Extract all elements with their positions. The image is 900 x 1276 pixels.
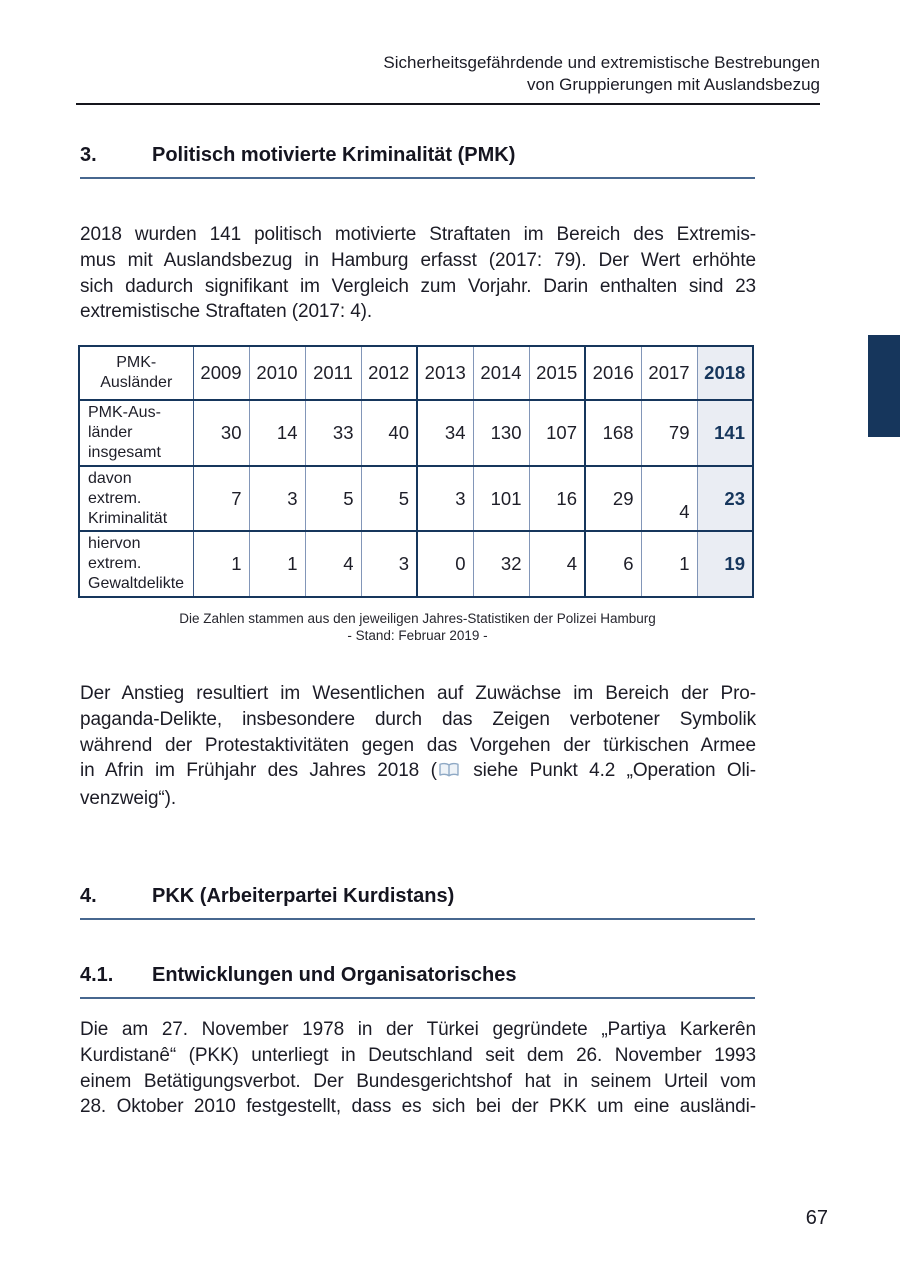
text-line: 2018 wurden 141 politisch motivierte Str… xyxy=(80,224,756,245)
running-header-line2: von Gruppierungen mit Auslandsbezug xyxy=(527,75,820,94)
value-cell: 33 xyxy=(304,399,362,467)
year-header-cell: 2010 xyxy=(248,345,306,401)
text-line: sich dadurch signifikant im Vergleich zu… xyxy=(80,275,756,297)
row-label-cell: hiervon extrem. Gewaltdelikte xyxy=(78,530,194,598)
year-header-cell: 2009 xyxy=(192,345,250,401)
page-number: 67 xyxy=(805,1207,828,1229)
value-cell: 168 xyxy=(584,399,642,467)
year-header-cell: 2017 xyxy=(640,345,698,401)
value-cell: 107 xyxy=(528,399,586,467)
value-cell: 3 xyxy=(360,530,418,598)
section-heading-4-1: 4.1. Entwicklungen und Organisatorisches xyxy=(80,963,755,999)
value-cell: 40 xyxy=(360,399,418,467)
label-line: davon xyxy=(88,469,132,487)
table-row: hiervon extrem. Gewaltdelikte 1 1 4 3 0 … xyxy=(78,530,754,598)
caption-line: - Stand: Februar 2019 - xyxy=(347,628,488,643)
text-line: paganda-Delikte, insbesondere durch das … xyxy=(80,708,756,730)
heading-number: 4. xyxy=(80,885,97,907)
label-line: extrem. xyxy=(88,489,142,507)
year-header-cell: 2015 xyxy=(528,345,586,401)
value-cell-2018: 23 xyxy=(696,465,754,532)
heading-title: Entwicklungen und Organisatorisches xyxy=(152,964,517,986)
heading-number: 3. xyxy=(80,144,97,166)
value-cell: 34 xyxy=(416,399,474,467)
value-cell: 79 xyxy=(640,399,698,467)
label-line: Kriminalität xyxy=(88,509,168,527)
value-cell: 4 xyxy=(640,465,698,532)
text-line: 28. Oktober 2010 festgestellt, dass es s… xyxy=(80,1096,756,1118)
value-cell: 32 xyxy=(472,530,530,598)
table-row: davon extrem. Kriminalität 7 3 5 5 3 101… xyxy=(78,465,754,532)
value-cell-2018: 141 xyxy=(696,399,754,467)
chapter-tab-marker xyxy=(868,335,900,437)
text-line: venzweig“). xyxy=(80,788,177,810)
label-line: länder xyxy=(88,424,133,441)
value-cell: 3 xyxy=(416,465,474,532)
value-cell: 5 xyxy=(360,465,418,532)
value-cell: 29 xyxy=(584,465,642,532)
year-header-cell-2018: 2018 xyxy=(696,345,754,401)
pmk-statistics-table: PMK- Ausländer 2009 2010 2011 2012 2013 … xyxy=(78,345,754,598)
value-cell: 30 xyxy=(192,399,250,467)
running-header: Sicherheitsgefährdende und extremistisch… xyxy=(76,52,820,105)
corner-line: Ausländer xyxy=(100,374,173,391)
body-paragraph-1: 2018 wurden 141 politisch motivierte Str… xyxy=(80,222,756,325)
text-line: Kurdistanê“ (PKK) unterliegt in Deutschl… xyxy=(80,1044,756,1066)
value-cell: 1 xyxy=(640,530,698,598)
book-icon xyxy=(438,760,460,786)
value-cell: 0 xyxy=(416,530,474,598)
value-cell: 5 xyxy=(304,465,362,532)
value-cell: 7 xyxy=(192,465,250,532)
corner-line: PMK- xyxy=(116,354,157,371)
value-cell: 4 xyxy=(528,530,586,598)
value-cell: 1 xyxy=(248,530,306,598)
value-cell: 6 xyxy=(584,530,642,598)
text-segment: siehe Punkt 4.2 „Operation Oli- xyxy=(461,760,756,782)
text-segment: in Afrin im Frühjahr des Jahres 2018 ( xyxy=(80,760,437,782)
table-row: PMK-Aus- länder insgesamt 30 14 33 40 34… xyxy=(78,399,754,467)
table-corner-cell: PMK- Ausländer xyxy=(78,345,194,401)
text-line: während der Protestaktivitäten gegen das… xyxy=(80,734,756,756)
value-cell: 1 xyxy=(192,530,250,598)
label-line: PMK-Aus- xyxy=(88,404,161,421)
text-line: mus mit Auslandsbezug in Hamburg erfasst… xyxy=(80,249,756,271)
value-cell: 130 xyxy=(472,399,530,467)
year-header-cell: 2011 xyxy=(304,345,362,401)
text-line: Die am 27. November 1978 in der Türkei g… xyxy=(80,1019,756,1040)
text-line: einem Betätigungsverbot. Der Bundesgeric… xyxy=(80,1070,756,1092)
row-label-cell: davon extrem. Kriminalität xyxy=(78,465,194,532)
text-line-with-icon: in Afrin im Frühjahr des Jahres 2018 ( s… xyxy=(80,758,756,786)
heading-title: PKK (Arbeiterpartei Kurdistans) xyxy=(152,885,455,907)
body-paragraph-3: Die am 27. November 1978 in der Türkei g… xyxy=(80,1017,756,1120)
label-line: Gewaltdelikte xyxy=(88,575,185,592)
year-header-cell: 2016 xyxy=(584,345,642,401)
value-cell: 16 xyxy=(528,465,586,532)
label-line: extrem. xyxy=(88,555,142,572)
section-heading-3: 3. Politisch motivierte Kriminalität (PM… xyxy=(80,143,755,179)
year-header-cell: 2012 xyxy=(360,345,418,401)
label-line: hiervon xyxy=(88,535,141,552)
value-cell: 101 xyxy=(472,465,530,532)
value-cell: 4 xyxy=(304,530,362,598)
running-header-line1: Sicherheitsgefährdende und extremistisch… xyxy=(383,53,820,72)
value-cell-2018: 19 xyxy=(696,530,754,598)
label-line: insgesamt xyxy=(88,444,161,461)
text-line: Der Anstieg resultiert im Wesentlichen a… xyxy=(80,683,756,704)
text-line: extremistische Straftaten (2017: 4). xyxy=(80,301,373,323)
row-label-cell: PMK-Aus- länder insgesamt xyxy=(78,399,194,467)
year-header-cell: 2014 xyxy=(472,345,530,401)
body-paragraph-2: Der Anstieg resultiert im Wesentlichen a… xyxy=(80,681,756,812)
value-cell: 3 xyxy=(248,465,306,532)
table-header-row: PMK- Ausländer 2009 2010 2011 2012 2013 … xyxy=(78,345,754,401)
heading-number: 4.1. xyxy=(80,964,114,986)
heading-title: Politisch motivierte Kriminalität (PMK) xyxy=(152,144,516,166)
year-header-cell: 2013 xyxy=(416,345,474,401)
table-caption: Die Zahlen stammen aus den jeweiligen Ja… xyxy=(80,610,755,644)
section-heading-4: 4. PKK (Arbeiterpartei Kurdistans) xyxy=(80,884,755,920)
value-cell: 14 xyxy=(248,399,306,467)
caption-line: Die Zahlen stammen aus den jeweiligen Ja… xyxy=(179,611,656,626)
